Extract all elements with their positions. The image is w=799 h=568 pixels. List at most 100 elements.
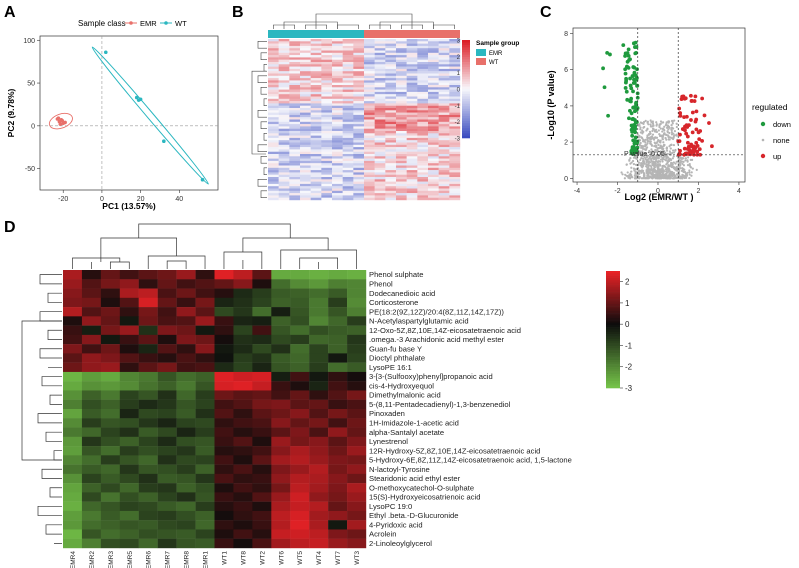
heatmap-d-cell (157, 409, 177, 419)
heatmap-b-cell (321, 188, 333, 191)
heatmap-b-cell (428, 108, 439, 111)
heatmap-b-cell (438, 96, 450, 99)
volcano-point-none (649, 136, 652, 139)
heatmap-d-scale-band (606, 313, 620, 316)
heatmap-b-cell (364, 124, 375, 127)
heatmap-d-cell (309, 390, 329, 400)
heatmap-d-cell (119, 334, 139, 345)
heatmap-b-cell (353, 103, 365, 106)
heatmap-b-cell (374, 126, 386, 129)
heatmap-b-cell (268, 190, 279, 194)
heatmap-d-cell (233, 418, 253, 428)
heatmap-d-cell (138, 353, 158, 363)
heatmap-d-cell (233, 325, 253, 336)
heatmap-b-cell (289, 131, 301, 134)
volcano-legend-down-dot (760, 121, 766, 127)
heatmap-b-cell (321, 71, 333, 74)
volcano-point-none (645, 165, 648, 168)
heatmap-b-cell (406, 163, 418, 166)
heatmap-b-scale-band (462, 125, 470, 129)
heatmap-d-cell (309, 371, 329, 382)
heatmap-b-cell (449, 57, 461, 60)
heatmap-b-cell (364, 195, 375, 198)
volcano-point-none (636, 173, 639, 177)
heatmap-b-cell (428, 68, 439, 72)
heatmap-b-cell (353, 117, 365, 120)
volcano-point-none (691, 167, 694, 170)
heatmap-d-cell (233, 473, 253, 484)
heatmap-d-cell (81, 297, 102, 308)
heatmap-d-cell (271, 436, 291, 447)
heatmap-b-scale-band (462, 79, 470, 82)
heatmap-b-cell (278, 186, 290, 189)
heatmap-b-cell (268, 62, 279, 65)
heatmap-d-scale-band (606, 315, 620, 319)
heatmap-b-cell (417, 57, 429, 60)
heatmap-b-cell (438, 80, 450, 83)
heatmap-b-cell (278, 151, 290, 155)
heatmap-b-scale-band (462, 81, 470, 85)
pca-point-wt (134, 95, 139, 100)
volcano-point-none (629, 174, 633, 177)
heatmap-d-cell (347, 418, 367, 428)
heatmap-b-cell (353, 98, 365, 102)
heatmap-d-row-tree-leaf (39, 348, 62, 359)
heatmap-b-cell (342, 68, 354, 72)
heatmap-b-cell (385, 41, 397, 44)
heatmap-b-cell (406, 87, 418, 90)
heatmap-b-cell (289, 94, 301, 97)
heatmap-b-cell (406, 96, 418, 99)
heatmap-b-cell (321, 197, 333, 201)
heatmap-d-scale-band (606, 348, 620, 351)
heatmap-b-cell (289, 181, 301, 185)
volcano-point-down (629, 86, 634, 91)
heatmap-b-cell (332, 94, 343, 97)
heatmap-b-cell (396, 117, 407, 120)
volcano-point-none (671, 157, 674, 160)
heatmap-b-cell (278, 158, 290, 162)
volcano-legend-up-dot (760, 153, 766, 159)
heatmap-b-cell (353, 186, 365, 189)
heatmap-b-cell (332, 98, 343, 102)
heatmap-b-cell (289, 43, 301, 47)
heatmap-b-cell (449, 183, 461, 187)
heatmap-b-cell (289, 151, 301, 155)
heatmap-d-cell (309, 381, 329, 391)
heatmap-b-cell (289, 193, 301, 196)
heatmap-b-cell (428, 147, 439, 150)
heatmap-b-cell (449, 48, 461, 51)
heatmap-d-cell (176, 399, 196, 410)
heatmap-b-cell (374, 158, 386, 162)
heatmap-b-cell (353, 188, 365, 191)
heatmap-b-row-tree-leaf (260, 156, 267, 164)
heatmap-b-cell (278, 119, 290, 122)
heatmap-b-cell (406, 57, 418, 60)
heatmap-b-cell (332, 140, 343, 143)
heatmap-b-cell (385, 71, 397, 74)
volcano-point-up (688, 152, 693, 157)
heatmap-b-cell (289, 190, 301, 194)
heatmap-d-cell (138, 464, 158, 475)
volcano-point-none (657, 143, 660, 146)
heatmap-b-cell (353, 78, 365, 81)
heatmap-b-cell (374, 156, 386, 159)
heatmap-d-cell (328, 529, 348, 539)
heatmap-b-cell (364, 108, 375, 111)
heatmap-b-cell (374, 64, 386, 67)
heatmap-d-cell (328, 483, 348, 493)
heatmap-b-cell (353, 101, 365, 104)
volcano-point-down (633, 135, 638, 140)
heatmap-b-cell (353, 45, 365, 49)
heatmap-d-cell (157, 307, 177, 317)
heatmap-b-cell (406, 62, 418, 65)
heatmap-d-cell (328, 371, 348, 382)
volcano-point-none (670, 158, 673, 162)
heatmap-b-cell (321, 174, 333, 178)
heatmap-b-cell (396, 114, 407, 118)
heatmap-b-cell (278, 80, 290, 83)
heatmap-b-scale-band (462, 74, 470, 78)
heatmap-b-cell (268, 48, 279, 51)
volcano-point-none (653, 144, 656, 148)
volcano-point-none (653, 136, 656, 139)
heatmap-b-cell (353, 89, 365, 93)
